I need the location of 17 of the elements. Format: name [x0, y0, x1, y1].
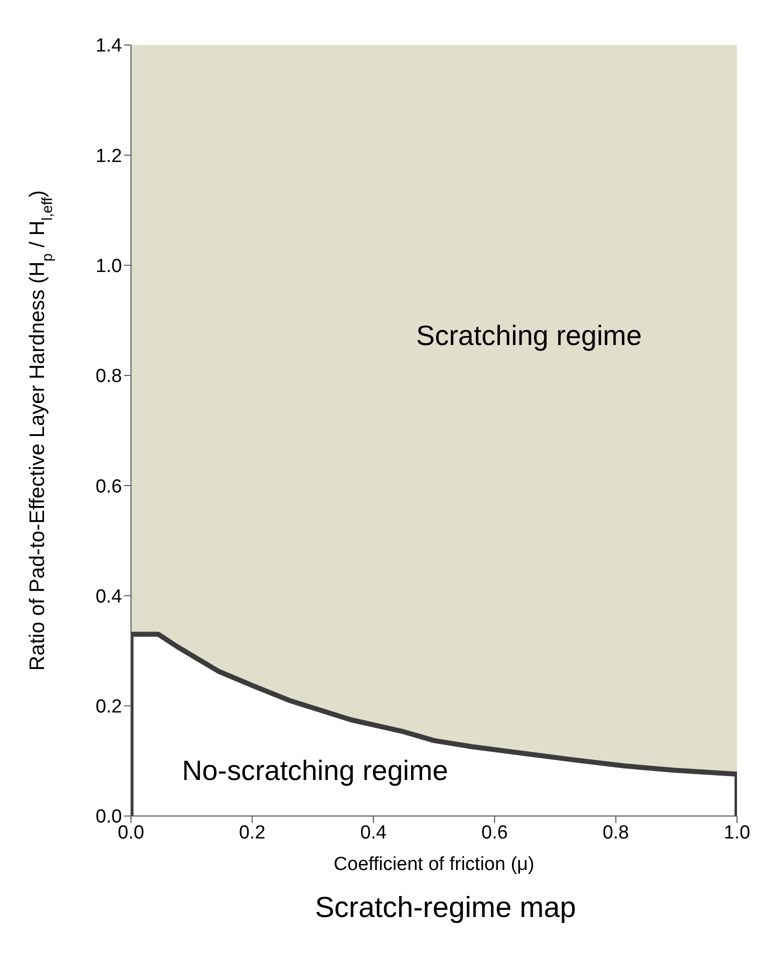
x-tick-label: 0.4 [360, 822, 388, 844]
y-tick-label: 1.2 [96, 146, 122, 167]
annotation: No-scratching regime [182, 755, 448, 787]
y-tick-label: 0.2 [96, 696, 122, 718]
y-tick-label: 1.4 [96, 36, 122, 57]
y-tick-label: 0.6 [96, 476, 122, 498]
y-tick-label: 0.4 [96, 586, 122, 608]
y-tick-label: 1.0 [96, 256, 122, 278]
text: Scratch-regime map [314, 892, 578, 925]
x-tick-label: 0.0 [118, 822, 144, 844]
y-tick-label: 0.8 [96, 366, 122, 388]
x-tick-label: 0.8 [602, 822, 630, 844]
annotation: Scratching regime [416, 320, 642, 352]
x-tick-label: 1.0 [724, 822, 750, 844]
x-axis-title: Coefficient of friction (μ) [334, 854, 534, 875]
x-tick-label: 0.2 [238, 822, 266, 844]
x-tick-label: 0.6 [481, 822, 508, 844]
